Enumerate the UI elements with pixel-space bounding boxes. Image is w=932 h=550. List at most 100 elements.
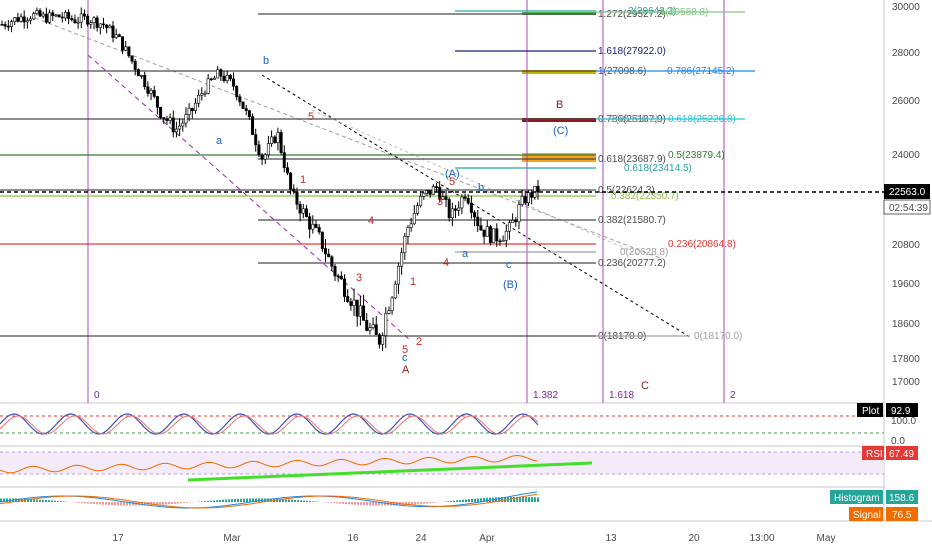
wave-label: (B) — [503, 279, 518, 291]
macd-histogram-bar — [237, 498, 239, 502]
macd-histogram-bar — [366, 502, 368, 506]
time-axis[interactable]: 17 Mar 16 24 Apr 13 20 13:00 May — [112, 533, 835, 544]
candle-body — [450, 208, 454, 219]
candle-body — [241, 101, 245, 109]
candle-body — [130, 55, 134, 62]
macd-histogram-bar — [423, 502, 425, 504]
macd-histogram-bar — [30, 499, 32, 502]
candle-body — [152, 90, 156, 97]
macd-histogram-bar — [501, 497, 503, 502]
wave-label: 4 — [443, 257, 449, 269]
candle-body — [98, 23, 102, 28]
candle-body — [184, 114, 188, 124]
candle-body — [289, 172, 293, 190]
macd-histogram-bar — [222, 499, 224, 502]
macd-histogram-bar — [396, 502, 398, 506]
macd-histogram-bar — [477, 498, 479, 502]
candle-body — [339, 275, 343, 280]
macd-histogram-bar — [225, 499, 227, 502]
macd-signal-value: 76.5 — [892, 510, 912, 521]
macd-histogram-bar — [213, 500, 215, 502]
candle-body — [232, 78, 236, 87]
candle-body — [73, 19, 77, 24]
time-tick: 20 — [688, 533, 700, 544]
time-tick: 16 — [347, 533, 359, 544]
macd-histogram-bar — [300, 500, 302, 502]
candle-body — [368, 327, 372, 331]
current-price-marker: 22563.0 02:54:39 — [0, 184, 931, 215]
macd-histogram-bar — [3, 498, 5, 502]
macd-histogram-bar — [333, 502, 335, 504]
candle-body — [314, 223, 318, 228]
candle-body — [311, 223, 315, 230]
candle-body — [165, 118, 169, 121]
rsi-value: 67.49 — [889, 449, 914, 460]
candle-body — [520, 196, 524, 205]
macd-histogram-bar — [156, 502, 158, 505]
time-tick: May — [817, 533, 836, 544]
price-tick: 19600 — [892, 279, 920, 290]
macd-histogram-bar — [498, 497, 500, 502]
macd-histogram-bar — [474, 498, 476, 502]
macd-histogram-bar — [27, 498, 29, 502]
candle-body — [247, 110, 251, 117]
macd-histogram-bar — [534, 497, 536, 502]
candle-body — [54, 14, 58, 17]
wave-label: C — [641, 380, 649, 392]
candle-body — [501, 239, 505, 242]
macd-histogram-bar — [120, 502, 122, 506]
candle-body — [146, 86, 150, 94]
candle-body — [0, 24, 4, 26]
macd-histogram-bar — [357, 502, 359, 505]
candle-body — [212, 77, 216, 80]
candle-body — [114, 34, 118, 38]
macd-histogram-bar — [96, 502, 98, 505]
candle-body — [400, 252, 404, 267]
wave-label: 4 — [368, 215, 374, 227]
candle-body — [454, 208, 458, 211]
macd-histogram-bar — [411, 502, 413, 505]
wave-label: c — [506, 259, 512, 271]
macd-histogram-bar — [426, 502, 428, 504]
candle-body — [16, 17, 20, 22]
candle-body — [447, 199, 451, 219]
candle-body — [514, 219, 518, 223]
macd-histogram-bar — [453, 500, 455, 502]
candle-body — [203, 92, 207, 95]
candle-body — [330, 256, 334, 267]
candle-body — [488, 226, 492, 243]
macd-histogram-bar — [54, 500, 56, 502]
macd-histogram-bar — [393, 502, 395, 506]
macd-histogram-bar — [450, 500, 452, 502]
macd-histogram-bar — [522, 496, 524, 502]
stoch-tick-0: 0.0 — [891, 436, 905, 447]
candle-body — [29, 18, 33, 21]
time-tick: 17 — [112, 533, 124, 544]
macd-histogram-bar — [180, 502, 182, 504]
candle-body — [60, 16, 64, 19]
candle-body — [136, 69, 140, 77]
candle-body — [238, 96, 242, 103]
candle-body — [282, 152, 286, 168]
time-tick: Apr — [479, 533, 495, 544]
macd-histogram-bar — [381, 502, 383, 506]
candle-body — [133, 60, 137, 70]
candle-body — [495, 228, 499, 242]
wave-label: c — [402, 352, 408, 364]
macd-histogram-value: 158.6 — [889, 493, 914, 504]
candle-body — [216, 69, 220, 79]
candle-body — [206, 78, 210, 94]
candle-body — [295, 191, 299, 205]
candle-body — [162, 117, 166, 120]
macd-histogram-bar — [309, 501, 311, 502]
macd-histogram-bar — [516, 496, 518, 502]
macd-histogram-bar — [456, 500, 458, 502]
candle-body — [343, 278, 347, 297]
current-price-tag — [884, 184, 930, 199]
macd-histogram-bar — [39, 499, 41, 502]
macd-histogram-bar — [87, 502, 89, 504]
macd-histogram-bar — [405, 502, 407, 505]
macd-histogram-bar — [420, 502, 422, 504]
macd-histogram-bar — [372, 502, 374, 506]
